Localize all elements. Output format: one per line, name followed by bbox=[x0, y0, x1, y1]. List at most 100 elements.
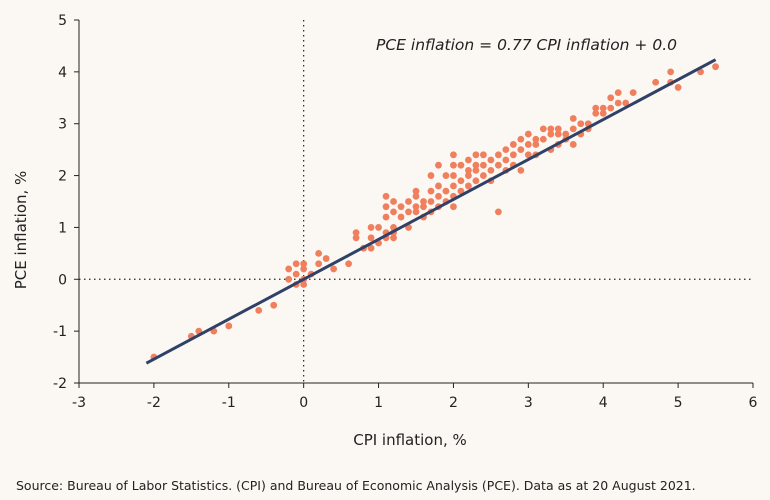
data-point bbox=[569, 115, 577, 122]
data-point bbox=[592, 109, 600, 117]
data-point bbox=[300, 260, 308, 268]
data-point bbox=[270, 301, 278, 309]
y-tick-label: 2 bbox=[58, 169, 67, 185]
data-point bbox=[509, 141, 517, 148]
data-point bbox=[367, 224, 375, 231]
data-point bbox=[397, 203, 405, 211]
data-points bbox=[150, 63, 719, 361]
data-point bbox=[472, 177, 480, 185]
data-point bbox=[435, 182, 442, 190]
data-point bbox=[652, 78, 660, 86]
data-point bbox=[382, 192, 390, 200]
data-point bbox=[352, 229, 360, 237]
data-point bbox=[435, 192, 442, 200]
x-tick-label: 5 bbox=[674, 395, 683, 411]
data-point bbox=[599, 109, 607, 117]
scatter-chart: -3 -2 -1 0 1 2 3 4 5 6 -2 -1 0 1 2 3 4 5 PCE inflation = … bbox=[12, 13, 758, 449]
data-point bbox=[450, 182, 457, 190]
data-point bbox=[465, 156, 472, 164]
data-point bbox=[405, 198, 412, 205]
data-point bbox=[330, 265, 338, 273]
data-point bbox=[465, 166, 472, 174]
data-point bbox=[390, 198, 397, 205]
data-point bbox=[420, 203, 427, 211]
x-tick-label: 1 bbox=[374, 395, 383, 411]
data-point bbox=[285, 265, 293, 273]
y-tick-label: -1 bbox=[53, 324, 67, 340]
data-point bbox=[367, 244, 375, 252]
data-point bbox=[450, 172, 457, 179]
y-tick-label: 5 bbox=[58, 13, 67, 29]
reference-lines bbox=[79, 20, 753, 383]
data-point bbox=[457, 177, 465, 185]
data-point bbox=[607, 94, 615, 102]
data-point bbox=[569, 125, 577, 133]
x-tick-label: 0 bbox=[299, 395, 308, 411]
data-point bbox=[412, 208, 420, 216]
data-point bbox=[420, 198, 427, 205]
data-point bbox=[450, 203, 457, 211]
data-point bbox=[524, 130, 532, 138]
y-tick-label: 0 bbox=[58, 272, 67, 288]
x-tick-label: -1 bbox=[222, 395, 236, 411]
data-point bbox=[667, 68, 675, 76]
y-tick-label: 1 bbox=[58, 220, 67, 236]
data-point bbox=[375, 224, 382, 231]
data-point bbox=[345, 260, 352, 268]
data-point bbox=[382, 203, 390, 211]
data-point bbox=[577, 120, 585, 128]
equation-annotation: PCE inflation = 0.77 CPI inflation + 0.0 bbox=[376, 36, 677, 54]
data-point bbox=[494, 208, 502, 216]
data-point bbox=[547, 125, 555, 133]
data-point bbox=[524, 141, 532, 148]
data-point bbox=[435, 161, 442, 169]
y-tick-label: -2 bbox=[53, 376, 67, 392]
data-point bbox=[292, 270, 300, 278]
data-point bbox=[412, 192, 420, 200]
data-point bbox=[487, 156, 495, 164]
axes: -3 -2 -1 0 1 2 3 4 5 6 -2 -1 0 1 2 3 4 5 bbox=[53, 13, 758, 411]
data-point bbox=[509, 151, 517, 159]
data-point bbox=[517, 146, 525, 154]
y-tick-label: 4 bbox=[58, 65, 67, 81]
data-point bbox=[480, 151, 487, 159]
data-point bbox=[614, 99, 622, 107]
data-point bbox=[517, 135, 525, 143]
data-point bbox=[674, 84, 682, 91]
data-point bbox=[315, 249, 323, 257]
data-point bbox=[367, 234, 375, 242]
x-tick-label: 6 bbox=[749, 395, 758, 411]
trendline-group bbox=[145, 58, 717, 365]
data-point bbox=[285, 275, 293, 283]
x-tick-label: 3 bbox=[524, 395, 533, 411]
trendline bbox=[145, 58, 717, 365]
data-point bbox=[547, 130, 555, 138]
data-point bbox=[712, 63, 719, 71]
data-point bbox=[539, 125, 547, 133]
data-point bbox=[472, 151, 480, 159]
data-point bbox=[502, 156, 510, 164]
data-point bbox=[532, 141, 540, 148]
data-point bbox=[450, 161, 457, 169]
x-axis-label: CPI inflation, % bbox=[353, 431, 467, 449]
data-point bbox=[225, 322, 233, 330]
data-point bbox=[592, 104, 600, 112]
data-point bbox=[397, 213, 405, 221]
data-point bbox=[629, 89, 637, 96]
data-point bbox=[599, 104, 607, 112]
x-tick-label: 4 bbox=[599, 395, 608, 411]
x-tick-label: -3 bbox=[72, 395, 86, 411]
data-point bbox=[300, 265, 308, 273]
data-point bbox=[532, 135, 540, 143]
data-point bbox=[390, 234, 397, 242]
data-point bbox=[502, 146, 510, 154]
source-note: Source: Bureau of Labor Statistics. (CPI… bbox=[16, 478, 696, 493]
data-point bbox=[322, 255, 330, 262]
data-point bbox=[472, 161, 480, 169]
data-point bbox=[539, 135, 547, 143]
data-point bbox=[390, 208, 397, 216]
data-point bbox=[427, 198, 435, 205]
data-point bbox=[480, 161, 487, 169]
data-point bbox=[442, 187, 450, 195]
